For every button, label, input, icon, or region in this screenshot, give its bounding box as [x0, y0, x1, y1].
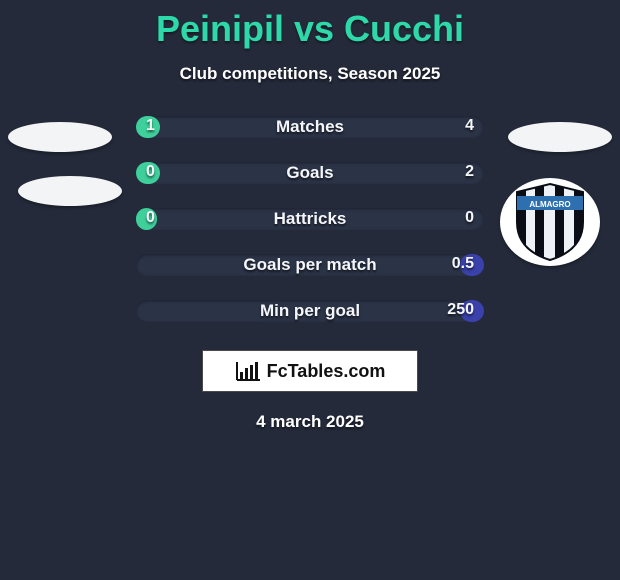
player-badge-left-1	[8, 122, 112, 152]
comparison-date: 4 march 2025	[0, 412, 620, 432]
bar-chart-icon	[235, 360, 261, 382]
stat-label: Matches	[136, 117, 484, 137]
svg-text:ALMAGRO: ALMAGRO	[529, 200, 570, 209]
bar-fill-left	[136, 162, 160, 184]
stat-label: Goals per match	[136, 255, 484, 275]
shield-icon: ALMAGRO	[513, 182, 587, 262]
bar-fill-left	[136, 116, 160, 138]
stat-label: Min per goal	[136, 301, 484, 321]
fctables-logo: FcTables.com	[202, 350, 418, 392]
bar-fill-left	[136, 208, 157, 230]
comparison-subtitle: Club competitions, Season 2025	[0, 64, 620, 84]
stat-bar-row: Goals02	[136, 162, 484, 184]
stat-label: Goals	[136, 163, 484, 183]
stat-value-right: 2	[465, 163, 474, 181]
logo-text: FcTables.com	[267, 361, 386, 382]
bar-fill-right	[460, 254, 484, 276]
stat-bar-row: Min per goal250	[136, 300, 484, 322]
stat-bar-row: Goals per match0.5	[136, 254, 484, 276]
stat-bars: Matches14Goals02Hattricks00Goals per mat…	[136, 116, 484, 322]
stat-label: Hattricks	[136, 209, 484, 229]
stat-bar-row: Hattricks00	[136, 208, 484, 230]
comparison-title: Peinipil vs Cucchi	[0, 0, 620, 50]
player-badge-right-1	[508, 122, 612, 152]
stat-bar-row: Matches14	[136, 116, 484, 138]
bar-fill-right	[460, 300, 484, 322]
team-crest-almagro: ALMAGRO	[500, 178, 600, 266]
stat-value-right: 4	[465, 117, 474, 135]
stat-value-right: 0	[465, 209, 474, 227]
player-badge-left-2	[18, 176, 122, 206]
